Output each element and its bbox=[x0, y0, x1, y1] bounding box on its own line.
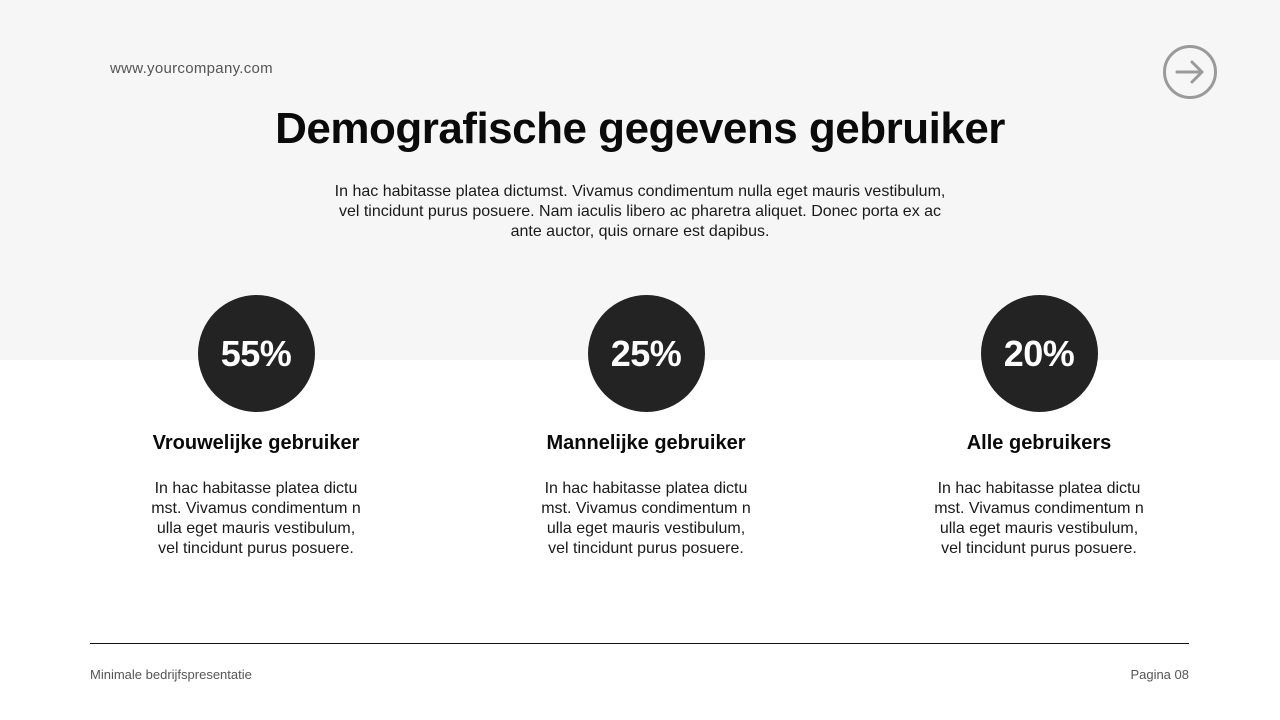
stat-circle: 20% bbox=[980, 295, 1098, 412]
stat-label: Vrouwelijke gebruiker bbox=[152, 432, 360, 454]
footer-presentation-title: Minimale bedrijfspresentatie bbox=[90, 667, 252, 682]
page-title: Demografische gegevens gebruiker bbox=[275, 104, 1005, 153]
stat-description: In hac habitasse platea dictumst. Vivamu… bbox=[151, 480, 361, 557]
stat-card-all: 20% Alle gebruikers In hac habitasse pla… bbox=[909, 295, 1169, 559]
stat-label: Alle gebruikers bbox=[966, 432, 1112, 454]
stat-circle: 25% bbox=[587, 295, 705, 412]
stat-value: 55% bbox=[220, 332, 292, 374]
arrow-right-circle-icon bbox=[1163, 45, 1217, 99]
page-number: Pagina 08 bbox=[1130, 667, 1189, 682]
stat-value: 20% bbox=[1003, 332, 1075, 374]
stat-card-male: 25% Mannelijke gebruiker In hac habitass… bbox=[516, 295, 776, 559]
stat-description: In hac habitasse platea dictumst. Vivamu… bbox=[934, 480, 1144, 557]
next-slide-button[interactable] bbox=[1162, 44, 1218, 100]
website-label: www.yourcompany.com bbox=[110, 60, 273, 77]
stat-description: In hac habitasse platea dictumst. Vivamu… bbox=[541, 480, 751, 557]
intro-text: In hac habitasse platea dictumst. Vivamu… bbox=[334, 183, 946, 240]
stat-label: Mannelijke gebruiker bbox=[546, 432, 746, 454]
stat-circle: 55% bbox=[197, 295, 315, 412]
stat-value: 25% bbox=[610, 332, 682, 374]
footer-divider bbox=[90, 643, 1189, 644]
stat-card-female: 55% Vrouwelijke gebruiker In hac habitas… bbox=[126, 295, 386, 559]
